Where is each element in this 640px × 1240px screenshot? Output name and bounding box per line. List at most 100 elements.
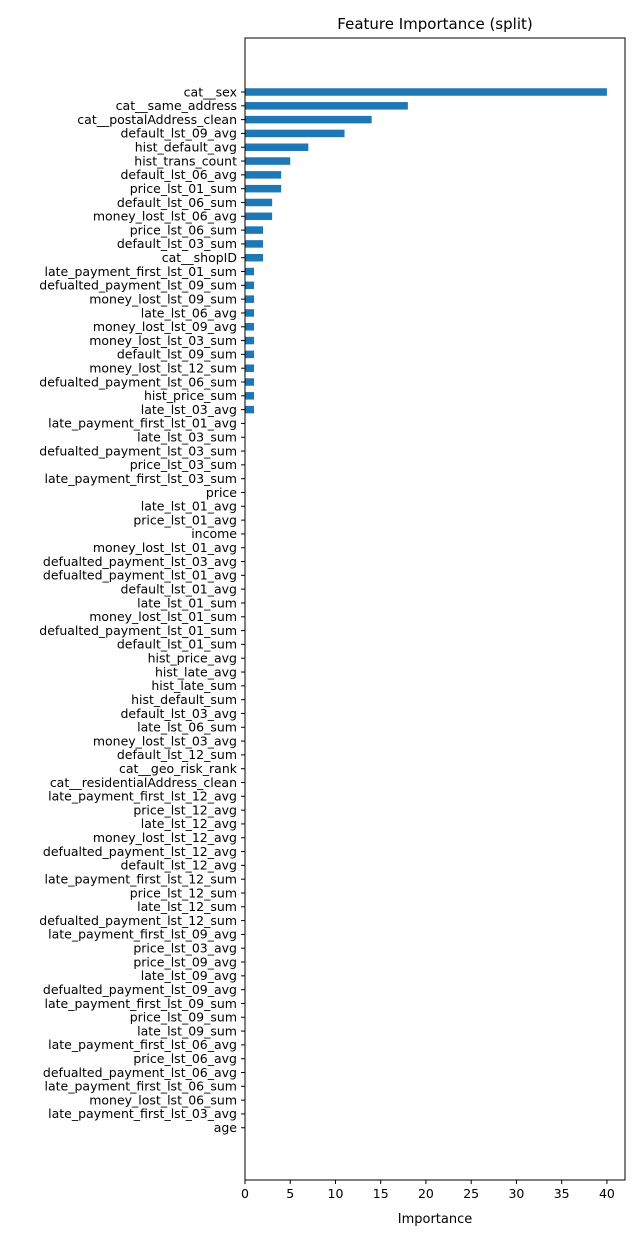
y-tick-label: price_lst_06_avg	[133, 1051, 237, 1066]
y-tick-label: default_lst_09_sum	[117, 347, 237, 362]
x-tick-label: 30	[508, 1186, 524, 1201]
y-tick-label: late_lst_01_sum	[137, 595, 237, 610]
y-tick-label: default_lst_06_sum	[117, 195, 237, 210]
y-tick-label: late_payment_first_lst_03_avg	[48, 1106, 237, 1121]
y-tick-label: defualted_payment_lst_06_avg	[43, 1065, 237, 1080]
y-tick-label: price_lst_06_sum	[130, 222, 237, 237]
y-tick-label: price_lst_09_sum	[130, 1010, 237, 1025]
y-tick-label: price_lst_09_avg	[133, 954, 237, 969]
y-tick-label: default_lst_12_sum	[117, 747, 237, 762]
y-tick-label: late_payment_first_lst_03_sum	[45, 471, 238, 486]
y-tick-label: money_lost_lst_12_sum	[89, 361, 237, 376]
bar	[245, 336, 255, 345]
y-tick-label: late_lst_09_sum	[137, 1023, 237, 1038]
bar	[245, 212, 273, 221]
y-tick-label: hist_price_sum	[144, 388, 237, 403]
bar	[245, 226, 264, 234]
y-tick-label: default_lst_01_sum	[117, 637, 237, 652]
x-tick-label: 5	[286, 1186, 294, 1201]
y-tick-label: late_payment_first_lst_01_sum	[45, 264, 238, 279]
y-tick-label: price_lst_12_avg	[133, 802, 237, 817]
y-tick-label: late_payment_first_lst_06_avg	[48, 1037, 237, 1052]
x-tick-label: 20	[418, 1186, 434, 1201]
x-tick-label: 40	[599, 1186, 615, 1201]
y-tick-label: price_lst_01_sum	[130, 181, 237, 196]
y-tick-label: hist_trans_count	[134, 153, 237, 168]
bar	[245, 115, 372, 124]
bar	[245, 184, 282, 193]
y-tick-label: late_payment_first_lst_12_sum	[45, 871, 238, 886]
bar	[245, 157, 291, 165]
y-tick-label: late_payment_first_lst_09_avg	[48, 927, 237, 942]
y-tick-label: late_payment_first_lst_01_avg	[48, 416, 237, 431]
y-tick-label: late_lst_09_avg	[141, 968, 237, 983]
y-tick-label: money_lost_lst_03_sum	[89, 333, 237, 348]
bar	[245, 392, 255, 400]
y-tick-label: hist_default_avg	[135, 140, 237, 155]
y-tick-label: late_lst_06_avg	[141, 305, 237, 320]
y-tick-label: default_lst_03_sum	[117, 236, 237, 251]
y-tick-label: hist_late_sum	[151, 678, 237, 693]
y-tick-label: money_lost_lst_09_sum	[89, 291, 237, 306]
y-tick-label: hist_late_avg	[155, 664, 237, 679]
y-tick-label: money_lost_lst_09_avg	[93, 319, 237, 334]
bar	[245, 295, 255, 303]
bar	[245, 350, 255, 359]
y-tick-label: defualted_payment_lst_12_sum	[39, 913, 237, 928]
y-tick-label: money_lost_lst_01_sum	[89, 609, 237, 624]
plot-frame	[244, 37, 626, 1181]
bar	[245, 323, 255, 331]
y-tick-label: default_lst_12_avg	[120, 858, 237, 873]
bar	[245, 405, 255, 414]
plot-area: cat__sexcat__same_addresscat__postalAddr…	[39, 37, 626, 1201]
y-tick-label: late_payment_first_lst_12_avg	[48, 789, 237, 804]
bar	[245, 309, 255, 317]
x-axis-label: Importance	[398, 1212, 473, 1227]
y-tick-label: defualted_payment_lst_01_avg	[43, 568, 237, 583]
y-tick-label: price	[206, 485, 237, 500]
y-tick-label: price_lst_01_avg	[133, 512, 237, 527]
bar	[245, 171, 282, 179]
bar	[245, 102, 408, 110]
y-tick-label: defualted_payment_lst_01_sum	[39, 623, 237, 638]
y-tick-label: cat__shopID	[162, 250, 237, 265]
y-tick-label: late_lst_03_avg	[141, 402, 237, 417]
bar	[245, 240, 264, 248]
x-tick-label: 25	[463, 1186, 479, 1201]
y-tick-label: money_lost_lst_06_sum	[89, 1092, 237, 1107]
y-tick-label: money_lost_lst_01_avg	[93, 540, 237, 555]
y-tick-label: cat__postalAddress_clean	[77, 112, 237, 127]
y-tick-label: money_lost_lst_03_avg	[93, 733, 237, 748]
y-tick-label: price_lst_12_sum	[130, 885, 237, 900]
x-tick-label: 35	[554, 1186, 570, 1201]
bar	[245, 253, 264, 262]
y-tick-label: defualted_payment_lst_06_sum	[39, 374, 237, 389]
y-tick-label: cat__same_address	[116, 98, 237, 113]
x-tick-label: 10	[328, 1186, 344, 1201]
bar	[245, 143, 309, 151]
y-tick-label: hist_default_sum	[131, 692, 237, 707]
y-tick-label: late_payment_first_lst_09_sum	[45, 996, 238, 1011]
x-tick-label: 15	[373, 1186, 389, 1201]
y-tick-label: hist_price_avg	[148, 651, 237, 666]
y-tick-label: money_lost_lst_12_avg	[93, 830, 237, 845]
bar	[245, 267, 255, 276]
y-tick-label: default_lst_01_avg	[120, 581, 237, 596]
x-tick-label: 0	[241, 1186, 249, 1201]
y-tick-label: late_lst_01_avg	[141, 499, 237, 514]
bar	[245, 364, 255, 372]
bar	[245, 198, 273, 207]
y-tick-label: price_lst_03_avg	[133, 941, 237, 956]
y-tick-label: money_lost_lst_06_avg	[93, 209, 237, 224]
y-tick-label: late_lst_03_sum	[137, 430, 237, 445]
chart-title: Feature Importance (split)	[337, 15, 532, 33]
bar	[245, 88, 607, 96]
bar	[245, 378, 255, 386]
y-tick-label: late_payment_first_lst_06_sum	[45, 1079, 238, 1094]
y-tick-label: defualted_payment_lst_03_sum	[39, 443, 237, 458]
y-tick-label: price_lst_03_sum	[130, 457, 237, 472]
bar	[245, 129, 345, 138]
y-tick-label: cat__residentialAddress_clean	[50, 775, 237, 790]
y-tick-label: defualted_payment_lst_09_avg	[43, 982, 237, 997]
